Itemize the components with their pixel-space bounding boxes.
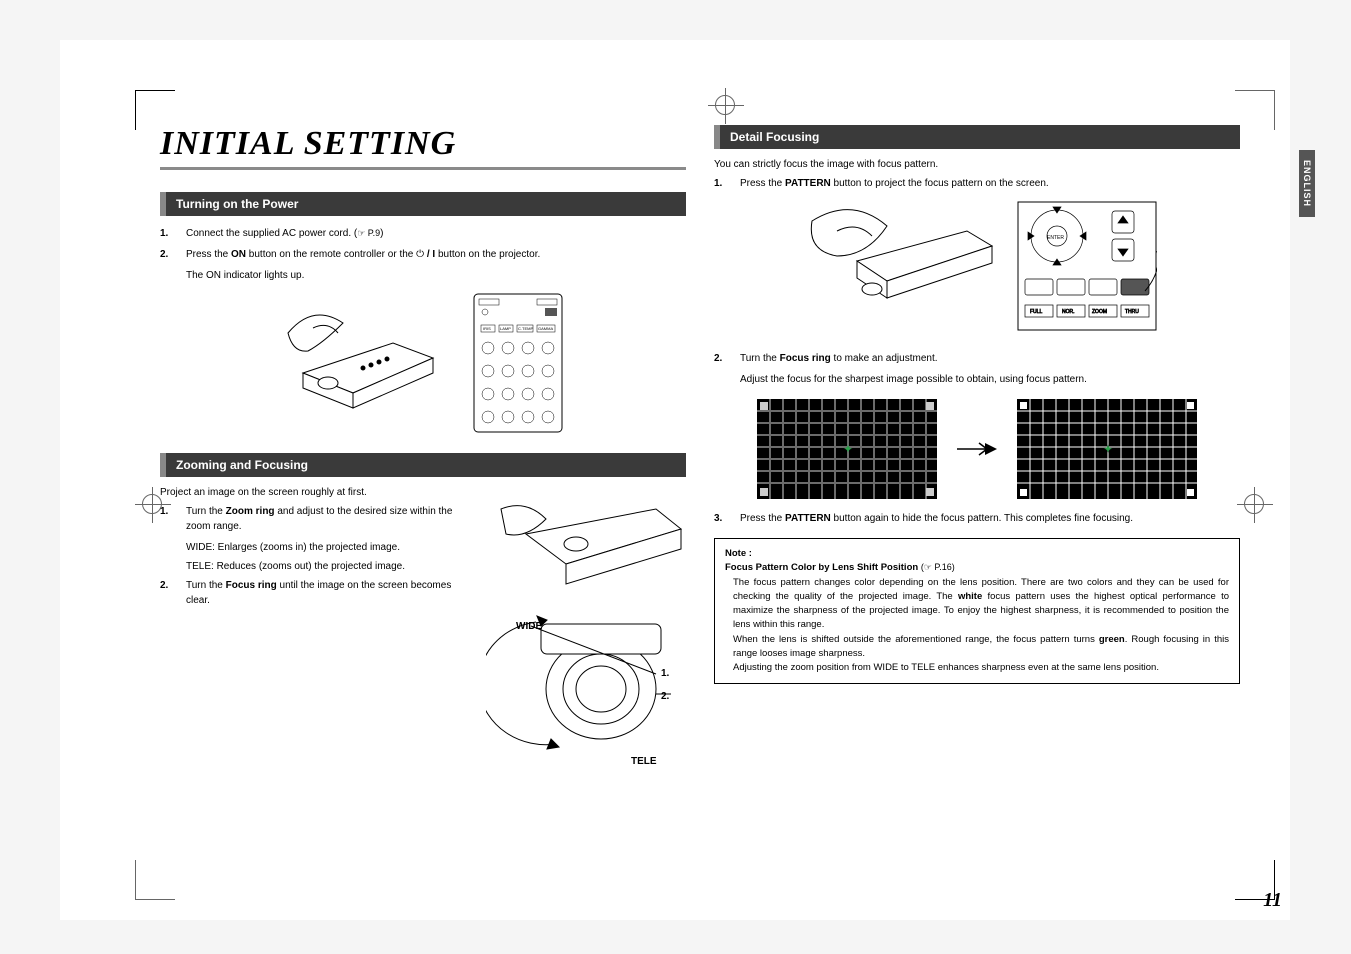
step-body: Turn the Focus ring until the image on t…: [186, 578, 476, 608]
registration-mark-right: [1244, 494, 1264, 514]
text: Adjusting the zoom position from WIDE to…: [733, 661, 1229, 675]
bold-text: / I: [424, 249, 435, 260]
page-number: 11: [1263, 889, 1282, 912]
page-ref: (☞ P.16): [921, 562, 955, 572]
right-column: Detail Focusing You can strictly focus t…: [714, 125, 1240, 905]
note-subtitle: Focus Pattern Color by Lens Shift Positi…: [725, 562, 918, 573]
svg-text:FULL: FULL: [1030, 309, 1042, 315]
bold-text: PATTERN: [785, 178, 831, 189]
svg-text:ZOOM: ZOOM: [1092, 309, 1107, 315]
step-num: 3.: [714, 511, 730, 526]
focus-grid-blurry: ✦: [757, 399, 937, 499]
text: button on the remote controller or the: [246, 249, 416, 260]
text: Press the: [186, 249, 231, 260]
arrow-right-icon: [957, 439, 997, 459]
note-box: Note : Focus Pattern Color by Lens Shift…: [714, 538, 1240, 684]
svg-text:LAMP: LAMP: [500, 326, 511, 331]
step-body: Press the PATTERN button again to hide t…: [740, 511, 1240, 526]
bold-text: ON: [231, 249, 246, 260]
text: Press the: [740, 178, 785, 189]
step-body: Press the PATTERN button to project the …: [740, 176, 1240, 191]
bold-text: Focus ring: [226, 580, 277, 591]
svg-text:ENTER: ENTER: [1047, 235, 1064, 241]
svg-text:WIDE: WIDE: [516, 621, 542, 632]
step-num: 1.: [160, 504, 176, 534]
control-panel-illustration: FULL NOR. ZOOM THRU ENTER: [1017, 201, 1157, 331]
bold-text: Zoom ring: [226, 506, 275, 517]
svg-text:IRIS: IRIS: [483, 326, 491, 331]
crop-mark-tl: [135, 90, 175, 130]
step-body: Turn the Focus ring to make an adjustmen…: [740, 351, 1240, 366]
text: Connect the supplied AC power cord. (: [186, 228, 357, 239]
step-body: Press the ON button on the remote contro…: [186, 247, 686, 262]
tele-description: TELE: Reduces (zooms out) the projected …: [186, 559, 476, 574]
bold-text: green: [1099, 634, 1125, 645]
step-num: 1.: [714, 176, 730, 191]
bold-text: Focus ring: [780, 353, 831, 364]
step-num: 1.: [160, 226, 176, 241]
svg-text:✦: ✦: [843, 442, 853, 456]
zoom-ring-illustration: WIDE TELE 1. 2.: [486, 504, 686, 774]
text: Press the: [740, 513, 785, 524]
page-ref: ☞ P.9: [357, 228, 380, 238]
wide-description: WIDE: Enlarges (zooms in) the projected …: [186, 540, 476, 555]
text: button to project the focus pattern on t…: [831, 178, 1049, 189]
text: button again to hide the focus pattern. …: [831, 513, 1133, 524]
power-icon: ⏻: [416, 249, 424, 260]
registration-mark-top: [715, 95, 735, 115]
language-tab: ENGLISH: [1299, 150, 1315, 217]
svg-text:GAMMA: GAMMA: [538, 326, 553, 331]
text: button on the projector.: [435, 249, 540, 260]
bold-text: white: [958, 591, 982, 602]
text: to make an adjustment.: [831, 353, 938, 364]
step-body: Connect the supplied AC power cord. (☞ P…: [186, 226, 686, 241]
step-num: 2.: [160, 247, 176, 262]
svg-text:✦: ✦: [1103, 442, 1113, 456]
svg-text:NOR.: NOR.: [1062, 309, 1075, 315]
svg-text:THRU: THRU: [1125, 309, 1139, 315]
page-title: INITIAL SETTING: [160, 125, 686, 170]
text: Turn the: [186, 506, 226, 517]
crop-mark-tr: [1235, 90, 1275, 130]
svg-text:1.: 1.: [661, 668, 670, 679]
step-post-text: The ON indicator lights up.: [186, 268, 686, 283]
svg-text:2.: 2.: [661, 691, 670, 702]
text: Turn the: [740, 353, 780, 364]
section-power-heading: Turning on the Power: [160, 192, 686, 216]
focus-grid-sharp: ✦: [1017, 399, 1197, 499]
intro-text: Project an image on the screen roughly a…: [160, 487, 686, 498]
step-num: 2.: [160, 578, 176, 608]
step-sub-text: Adjust the focus for the sharpest image …: [740, 372, 1240, 387]
projector-illustration: [283, 293, 453, 413]
svg-text:TELE: TELE: [631, 756, 657, 767]
text: Turn the: [186, 580, 226, 591]
remote-panel-illustration: IRIS LAMP C.TEMP GAMMA: [473, 293, 563, 433]
text: When the lens is shifted outside the afo…: [733, 634, 1099, 645]
registration-mark-left: [142, 494, 162, 514]
section-detail-heading: Detail Focusing: [714, 125, 1240, 149]
focus-hand-illustration: [797, 201, 997, 331]
note-title: Note :: [725, 547, 1229, 561]
left-column: INITIAL SETTING Turning on the Power 1. …: [160, 125, 686, 905]
step-num: 2.: [714, 351, 730, 366]
text: ): [380, 228, 383, 239]
intro-text: You can strictly focus the image with fo…: [714, 159, 1240, 170]
step-body: Turn the Zoom ring and adjust to the des…: [186, 504, 476, 534]
bold-text: PATTERN: [785, 513, 831, 524]
svg-text:C.TEMP: C.TEMP: [518, 326, 533, 331]
section-zoom-heading: Zooming and Focusing: [160, 453, 686, 477]
